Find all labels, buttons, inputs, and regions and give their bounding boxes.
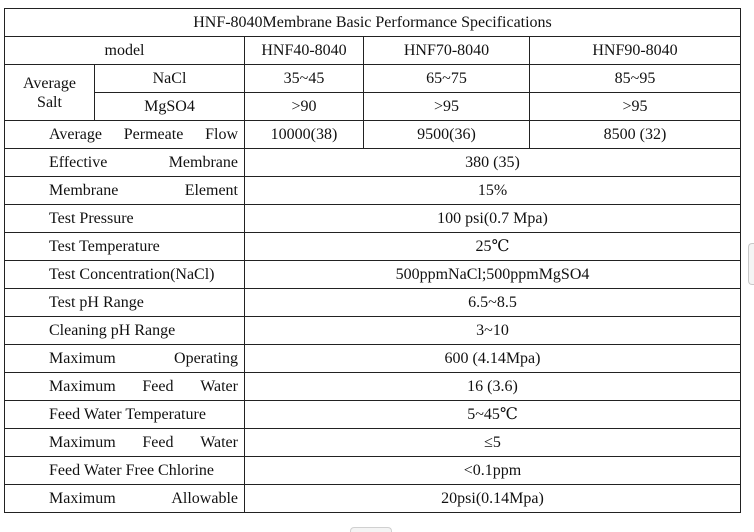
label-word: Water [200, 434, 238, 451]
spec-row: Maximum Operating 600 (4.14Mpa) [4, 344, 741, 373]
spec-label: Maximum Allowable [4, 484, 245, 513]
spec-label: Membrane Element [4, 176, 245, 205]
salt-value: >90 [244, 92, 364, 121]
label-word: Allowable [171, 490, 238, 507]
spec-value: 3~10 [244, 316, 741, 345]
label-word: Element [184, 182, 238, 199]
label-word: Cleaning pH Range [49, 322, 176, 339]
spec-label: Test Concentration(NaCl) [4, 260, 245, 289]
label-word: Maximum [49, 434, 116, 451]
spec-row: Test Pressure 100 psi(0.7 Mpa) [4, 204, 741, 233]
label-word: Operating [174, 350, 238, 367]
flow-value: 8500 (32) [529, 120, 741, 149]
spec-value: 380 (35) [244, 148, 741, 177]
side-scroll-handle[interactable] [748, 243, 754, 285]
label-word: Feed [142, 434, 174, 451]
spec-label: Cleaning pH Range [4, 316, 245, 345]
spec-label: Maximum Feed Water [4, 428, 245, 457]
spec-row: Maximum Feed Water ≤5 [4, 428, 741, 457]
spec-label: Feed Water Free Chlorine [4, 456, 245, 485]
spec-row: Feed Water Temperature 5~45℃ [4, 400, 741, 429]
label-word: Test Pressure [49, 210, 134, 227]
spec-row: Test Concentration(NaCl) 500ppmNaCl;500pp… [4, 260, 741, 289]
spec-value: 500ppmNaCl;500ppmMgSO4 [244, 260, 741, 289]
label-word: Feed Water Free Chlorine [49, 462, 215, 479]
spec-value: 25℃ [244, 232, 741, 261]
label-word: Test pH Range [49, 294, 144, 311]
label-word: Test Temperature [49, 238, 160, 255]
bottom-scroll-handle[interactable] [350, 527, 392, 532]
average-salt-line2: Salt [37, 93, 62, 111]
label-word: Maximum [49, 378, 116, 395]
label-word: Feed [142, 378, 174, 395]
average-salt-label: Average Salt [4, 64, 95, 121]
table-body: HNF-8040Membrane Basic Performance Speci… [4, 8, 741, 513]
spec-row: Cleaning pH Range 3~10 [4, 316, 741, 345]
spec-value: 6.5~8.5 [244, 288, 741, 317]
flow-value: 9500(36) [363, 120, 530, 149]
label-word: Permeate [123, 126, 184, 143]
salt-value: 35~45 [244, 64, 364, 93]
spec-row: Maximum Allowable 20psi(0.14Mpa) [4, 484, 741, 513]
salt-name: NaCl [94, 64, 245, 93]
spec-label: Maximum Feed Water [4, 372, 245, 401]
spec-row: Maximum Feed Water 16 (3.6) [4, 372, 741, 401]
label-word: Membrane [168, 154, 238, 171]
spec-value: 600 (4.14Mpa) [244, 344, 741, 373]
average-salt-line1: Average [23, 74, 76, 92]
title-row: HNF-8040Membrane Basic Performance Speci… [4, 8, 741, 37]
label-word: Effective [49, 154, 108, 171]
label-word: Average [49, 126, 102, 143]
spec-value: 5~45℃ [244, 400, 741, 429]
label-word: Water [200, 378, 238, 395]
salt-row-mgso4: MgSO4 >90 >95 >95 [5, 92, 741, 121]
spec-row: Test Temperature 25℃ [4, 232, 741, 261]
spec-row: Effective Membrane 380 (35) [4, 148, 741, 177]
spec-label: Test Pressure [4, 204, 245, 233]
flow-value: 10000(38) [244, 120, 364, 149]
model-row: model HNF40-8040 HNF70-8040 HNF90-8040 [4, 36, 741, 65]
label-word: Membrane [49, 182, 119, 199]
spec-label: Effective Membrane [4, 148, 245, 177]
spec-label: Test Temperature [4, 232, 245, 261]
spec-label: Feed Water Temperature [4, 400, 245, 429]
model-name: HNF90-8040 [529, 36, 741, 65]
spec-value: 20psi(0.14Mpa) [244, 484, 741, 513]
salt-value: 65~75 [363, 64, 530, 93]
label-word: Feed Water Temperature [49, 406, 206, 423]
specifications-table: HNF-8040Membrane Basic Performance Speci… [4, 8, 741, 513]
table-title: HNF-8040Membrane Basic Performance Speci… [4, 8, 741, 37]
model-name: HNF40-8040 [244, 36, 364, 65]
spec-value: ≤5 [244, 428, 741, 457]
salt-value: 85~95 [529, 64, 741, 93]
salt-value: >95 [363, 92, 530, 121]
spec-row: Feed Water Free Chlorine <0.1ppm [4, 456, 741, 485]
spec-label: Test pH Range [4, 288, 245, 317]
spec-row: Test pH Range 6.5~8.5 [4, 288, 741, 317]
label-word: Maximum [49, 350, 116, 367]
spec-value: 15% [244, 176, 741, 205]
permeate-flow-row: Average Permeate Flow 10000(38) 9500(36)… [4, 120, 741, 149]
label-word: Flow [205, 126, 238, 143]
label-word: Test Concentration(NaCl) [49, 266, 215, 283]
spec-value: 16 (3.6) [244, 372, 741, 401]
salt-row-nacl: Average Salt NaCl 35~45 65~75 85~95 [4, 64, 741, 121]
model-label: model [4, 36, 245, 65]
salt-value: >95 [529, 92, 741, 121]
salt-name: MgSO4 [94, 92, 245, 121]
label-word: Maximum [49, 490, 116, 507]
spec-value: <0.1ppm [244, 456, 741, 485]
spec-row: Membrane Element 15% [4, 176, 741, 205]
model-name: HNF70-8040 [363, 36, 530, 65]
spec-value: 100 psi(0.7 Mpa) [244, 204, 741, 233]
spec-label: Maximum Operating [4, 344, 245, 373]
permeate-flow-label: Average Permeate Flow [4, 120, 245, 149]
